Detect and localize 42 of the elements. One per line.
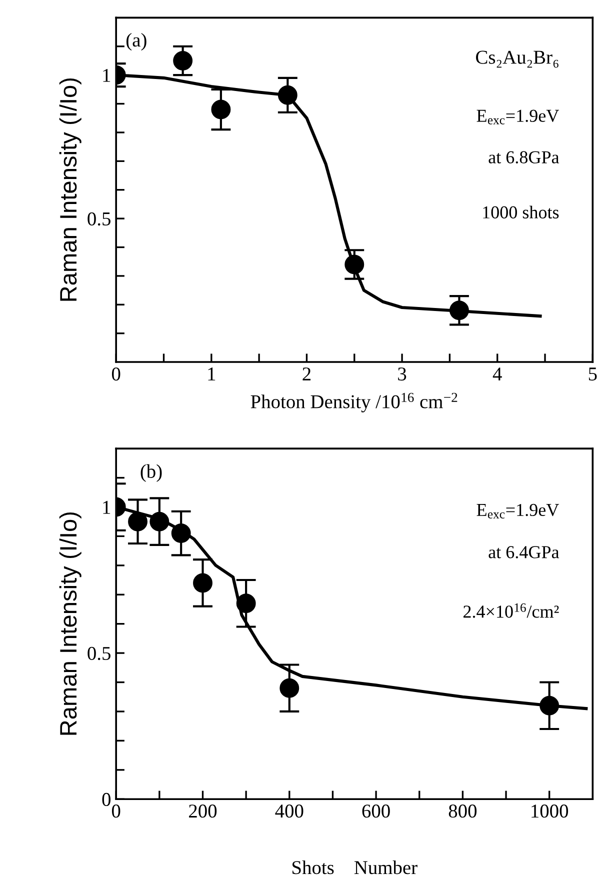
annotation: at 6.8GPa <box>488 151 560 164</box>
annotation: Cs₂Au₂Br₆ <box>476 50 558 68</box>
point <box>128 512 148 532</box>
point <box>236 594 256 614</box>
point <box>344 254 364 274</box>
point <box>280 678 300 698</box>
point <box>173 50 193 70</box>
y-tick-label: 0 <box>102 792 110 806</box>
annotation: E$_{exc}$=1.9eV <box>476 110 559 124</box>
annotation: 1000 shots <box>483 206 559 218</box>
y-tick-label: 0.5 <box>88 212 110 226</box>
point <box>171 524 191 544</box>
x-tick-label: 2 <box>302 368 311 380</box>
x-tick-label: 600 <box>362 804 390 818</box>
x-tick-label: 4 <box>492 368 502 380</box>
annotation: at 6.4GPa <box>488 546 560 558</box>
x-tick-label: 0 <box>112 367 120 381</box>
y-axis-title: Raman Intensity (I/Io) <box>59 512 82 735</box>
annotation: 2.4×10$^{16}$/cm² <box>464 603 559 618</box>
point <box>211 100 231 120</box>
x-tick-label: 0 <box>112 804 120 818</box>
x-tick-label: 1000 <box>532 804 568 818</box>
y-tick-label: 1 <box>103 500 110 514</box>
point <box>540 696 560 716</box>
annotation: E$_{exc}$=1.9eV <box>476 504 559 518</box>
point <box>450 300 469 320</box>
x-tick-label: 400 <box>275 804 304 818</box>
x-tick-label: 800 <box>448 804 477 818</box>
x-tick-label: 1 <box>208 368 216 380</box>
y-axis-title: Raman Intensity (I/Io) <box>59 78 82 301</box>
y-tick-label: 1 <box>103 68 110 82</box>
x-tick-label: 200 <box>189 804 217 818</box>
point <box>278 85 298 105</box>
x-tick-label: 5 <box>588 368 597 381</box>
annotation: (a) <box>126 32 146 51</box>
annotation: (b) <box>140 464 162 482</box>
x-tick-label: 3 <box>398 368 406 381</box>
point <box>193 573 212 593</box>
x-axis-title: Photon Density /10$^{16}$ cm$^{−2}$ <box>250 392 458 412</box>
point <box>150 512 170 532</box>
y-tick-label: 0.5 <box>88 646 110 660</box>
x-axis-title: Shots Number <box>292 860 418 874</box>
